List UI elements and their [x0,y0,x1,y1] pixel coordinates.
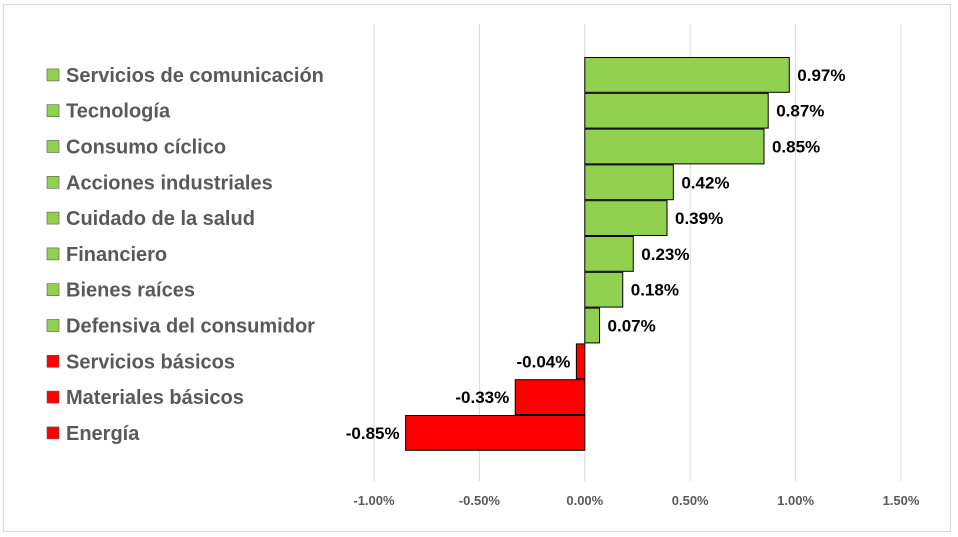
legend-swatch [46,176,60,189]
bar [584,57,790,93]
legend-swatch [46,211,60,225]
category-label: Consumo cíclico [66,137,226,159]
data-label: 0.18% [631,281,679,300]
category-legend: Servicios de comunicación Tecnología Consu… [46,65,324,445]
category-label: Acciones industriales [66,172,273,194]
bar [514,379,586,416]
x-tick-label: 1.50% [883,493,920,508]
data-label: 0.97% [797,66,845,85]
x-tick-label: -0.50% [459,493,501,508]
category-label: Servicios básicos [66,351,235,373]
x-tick-label: -1.00% [353,493,395,508]
category-label: Cuidado de la salud [66,208,255,230]
data-label: 0.42% [681,173,729,192]
bar [584,128,765,165]
data-label: 0.39% [675,209,723,228]
data-label: -0.33% [455,388,509,407]
bar [584,271,624,308]
category-label: Defensiva del consumidor [66,316,315,338]
category-label: Servicios de comunicación [66,65,324,87]
data-label: 0.23% [641,245,689,264]
bar [575,343,586,380]
category-label: Bienes raíces [66,280,195,302]
chart-frame: 0.97% 0.87% 0.85% 0.42% 0.39% 0.23% 0.18% 0.07%… [3,4,951,532]
data-label: -0.04% [516,352,570,371]
bar [584,164,674,201]
data-label: 0.85% [772,138,820,157]
legend-swatch [46,426,60,440]
legend-swatch [46,68,60,82]
legend-swatch [46,140,60,153]
category-label: Materiales básicos [66,387,244,409]
data-label: 0.87% [776,102,824,121]
x-axis-ticks: -1.00% -0.50% 0.00% 0.50% 1.00% 1.50% [353,493,919,508]
legend-swatch [46,390,60,404]
category-label: Financiero [66,244,167,266]
x-tick-label: 1.00% [777,493,814,508]
legend-swatch [46,247,60,261]
legend-swatch [46,319,60,332]
category-label: Energía [66,423,140,445]
bar [405,415,586,451]
bars: 0.97% 0.87% 0.85% 0.42% 0.39% 0.23% 0.18% 0.07%… [346,57,845,451]
bar [584,236,634,272]
legend-swatch [46,354,60,368]
x-tick-label: 0.50% [672,493,709,508]
legend-swatch [46,104,60,117]
bar [584,92,769,129]
bar [584,200,668,236]
x-tick-label: 0.00% [566,493,603,508]
data-label: -0.85% [346,424,400,443]
category-label: Tecnología [66,101,171,123]
bar [584,307,601,344]
data-label: 0.07% [608,317,656,336]
legend-swatch [46,283,60,297]
bar-chart: 0.97% 0.87% 0.85% 0.42% 0.39% 0.23% 0.18% 0.07%… [46,24,920,508]
